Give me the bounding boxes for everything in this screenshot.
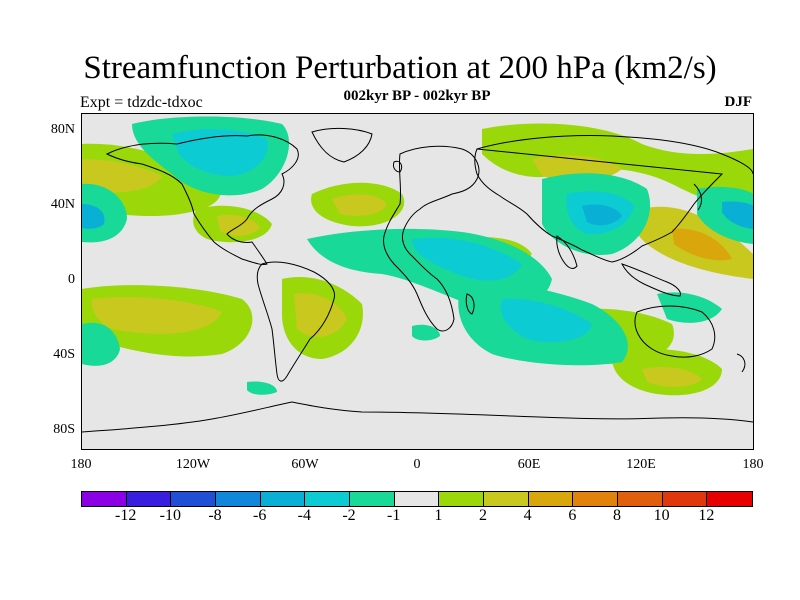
colorbar-swatch	[528, 492, 574, 506]
plot-subtitle: 002kyr BP - 002kyr BP	[343, 88, 491, 104]
experiment-label: Expt = tdzdc-tdxoc	[80, 94, 203, 111]
neg-region-npacific-west-core	[82, 204, 105, 229]
lon-label-60e: 60E	[517, 457, 541, 472]
neg-region-sh-pac-small	[247, 381, 277, 395]
colorbar	[81, 491, 753, 507]
coast-australia	[634, 305, 716, 358]
lat-label-80s: 80S	[53, 422, 75, 437]
colorbar-label: 12	[698, 507, 715, 524]
lat-label-0: 0	[68, 272, 75, 287]
colorbar-swatch	[439, 492, 484, 506]
coast-south-america	[256, 261, 336, 382]
coast-antarctica	[82, 401, 753, 433]
neg-region-canada-core	[172, 129, 268, 176]
contour-fills	[82, 116, 753, 396]
coast-new-zealand	[736, 353, 746, 373]
neg-region-npacific-east-core	[722, 201, 753, 229]
lon-label-180w: 180	[70, 457, 92, 472]
neg-region-south-atl-small	[412, 324, 440, 341]
lon-label-120w: 120W	[175, 457, 211, 472]
pos-region-se-pacific-core	[91, 297, 222, 334]
colorbar-swatch	[394, 492, 440, 506]
pos-region-wpac-core	[672, 228, 732, 261]
colorbar-label: 10	[653, 507, 670, 524]
lat-label-40n: 40N	[50, 197, 75, 212]
lon-label-180e: 180	[742, 457, 764, 472]
coast-greenland	[311, 127, 373, 163]
colorbar-swatch	[260, 492, 306, 506]
colorbar-swatch	[483, 492, 529, 506]
colorbar-swatch	[171, 492, 216, 506]
pos-region-s-pacific-aus-core	[642, 367, 702, 387]
colorbar-swatch	[82, 492, 127, 506]
colorbar-swatch	[573, 492, 618, 506]
coast-uk	[393, 160, 403, 173]
colorbar-label: 6	[568, 507, 577, 524]
neg-region-south-indian-core	[500, 298, 592, 343]
pos-region-npacific-core	[82, 159, 162, 193]
coast-madagascar	[465, 293, 475, 315]
colorbar-label: -6	[252, 507, 267, 524]
colorbar-label: -10	[159, 507, 181, 524]
colorbar-label: 8	[613, 507, 621, 524]
colorbar-label: 2	[479, 507, 487, 524]
colorbar-label: -2	[342, 507, 356, 524]
coast-north-america	[105, 134, 299, 265]
colorbar-label: -1	[386, 507, 401, 524]
colorbar-swatch	[126, 492, 172, 506]
plot-title: Streamfunction Perturbation at 200 hPa (…	[83, 50, 717, 86]
colorbar-label: -12	[114, 507, 137, 524]
colorbar-swatch	[349, 492, 395, 506]
lon-label-60w: 60W	[291, 457, 319, 472]
streamfunction-map	[82, 116, 753, 433]
colorbar-swatch	[305, 492, 350, 506]
coast-japan	[693, 183, 702, 211]
neg-region-tropical-atl-core	[412, 237, 522, 281]
lat-label-40s: 40S	[53, 347, 75, 362]
lon-label-120e: 120E	[626, 457, 656, 472]
colorbar-swatch	[662, 492, 708, 506]
pos-region-gulf-core	[217, 214, 260, 236]
lat-label-80n: 80N	[50, 122, 75, 137]
map-panel	[81, 113, 754, 450]
lon-label-0: 0	[413, 457, 421, 472]
coast-asia	[474, 135, 753, 263]
colorbar-swatch	[617, 492, 663, 506]
pos-region-atlantic-core	[332, 194, 387, 216]
coast-india	[556, 235, 578, 269]
season-label: DJF	[724, 94, 753, 110]
neg-region-asia-deep	[582, 204, 622, 226]
colorbar-swatch	[215, 492, 261, 506]
colorbar-label: -8	[208, 507, 222, 524]
colorbar-label: 4	[523, 507, 532, 524]
colorbar-label: -4	[297, 507, 311, 524]
coastlines	[82, 127, 753, 433]
neg-region-south-pac-west	[82, 322, 120, 366]
colorbar-swatch	[707, 492, 752, 506]
pos-region-south-atl-core	[294, 293, 347, 337]
colorbar-label: 1	[434, 507, 443, 524]
coast-europe-africa	[383, 145, 480, 332]
coast-se-asia	[621, 263, 681, 297]
